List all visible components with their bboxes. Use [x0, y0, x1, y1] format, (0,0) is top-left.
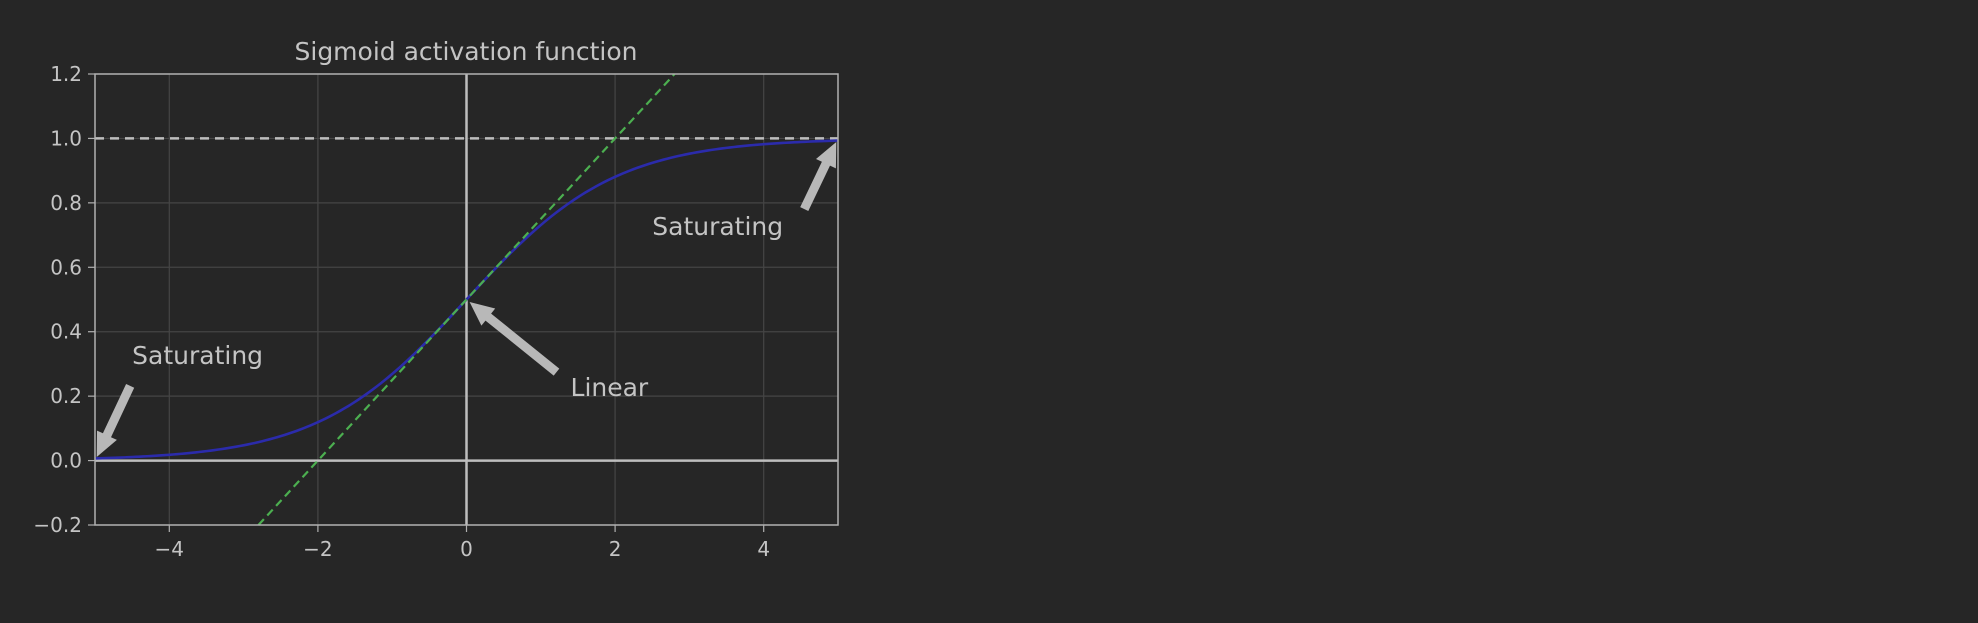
annotations: Saturating Saturating Linear [96, 142, 837, 457]
y-tick-label: −0.2 [33, 513, 82, 537]
annotation-arrow [96, 384, 135, 457]
annotation-label: Linear [571, 373, 649, 402]
x-tick-label: −2 [303, 537, 332, 561]
x-tick-label: −4 [155, 537, 184, 561]
tangent-line [257, 73, 676, 526]
series-layer [94, 73, 839, 526]
annotation-label: Saturating [132, 341, 263, 370]
annotation-arrow [800, 142, 837, 211]
y-tick-label: 1.0 [50, 126, 82, 150]
y-tick-label: 0.6 [50, 255, 82, 279]
y-tick-label: 0.0 [50, 449, 82, 473]
x-tick-label: 4 [757, 537, 770, 561]
y-tick-label: 0.2 [50, 384, 82, 408]
y-tick-label: 0.8 [50, 191, 82, 215]
y-tick-label: 0.4 [50, 320, 82, 344]
chart-title: Sigmoid activation function [295, 37, 638, 66]
annotation-label: Saturating [652, 212, 783, 241]
x-tick-label: 0 [460, 537, 473, 561]
annotation-arrow [469, 302, 560, 376]
y-tick-label: 1.2 [50, 62, 82, 86]
tick-labels: −4 −2 0 2 4 −0.2 0.0 0.2 0.4 0.6 0.8 1.0 1.2 [33, 62, 770, 561]
x-tick-label: 2 [609, 537, 622, 561]
